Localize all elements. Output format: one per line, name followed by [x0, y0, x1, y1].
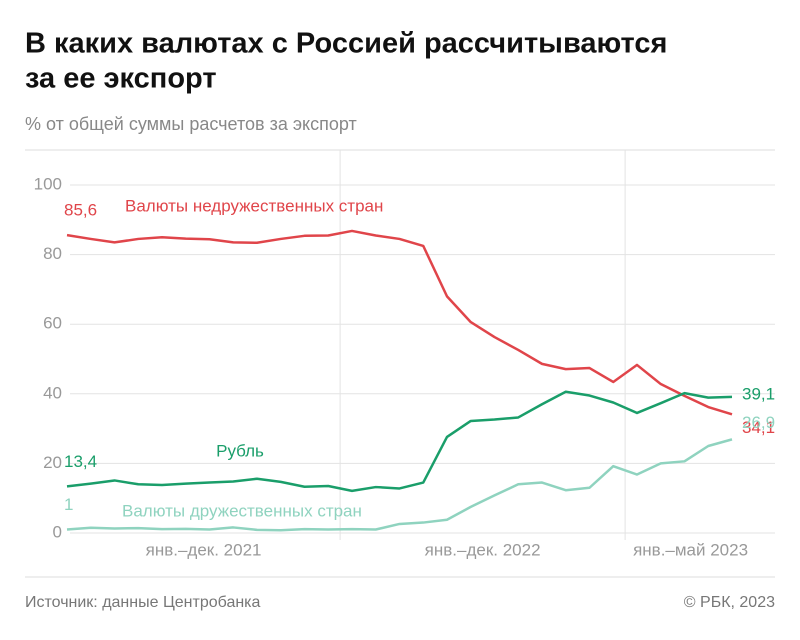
value-label: 39,1 [742, 384, 775, 403]
source: Источник: данные Центробанка [25, 594, 261, 611]
line [66, 438, 733, 532]
line [66, 229, 733, 416]
value-label: 26,9 [742, 413, 775, 432]
value-label: 1 [64, 495, 73, 514]
value-label: 34,1 [742, 418, 775, 437]
y-tick-label: 0 [53, 522, 62, 541]
subtitle: % от общей суммы расчетов за экспорт [25, 114, 357, 134]
series-label: Валюты дружественных стран [122, 501, 362, 520]
credit: © РБК, 2023 [684, 594, 775, 611]
value-label: 13,4 [64, 452, 97, 471]
line [66, 390, 733, 493]
y-tick-label: 40 [43, 383, 62, 402]
x-period-label: янв.–дек. 2022 [425, 540, 541, 559]
series-label: Валюты недружественных стран [125, 196, 383, 215]
y-tick-label: 80 [43, 244, 62, 263]
y-tick-label: 20 [43, 453, 62, 472]
y-tick-label: 60 [43, 314, 62, 333]
chart-title: за ее экспорт [25, 63, 217, 95]
value-label: 85,6 [64, 201, 97, 220]
y-tick-label: 100 [34, 174, 62, 193]
x-period-label: янв.–май 2023 [633, 540, 748, 559]
series-label: Рубль [216, 441, 264, 460]
x-period-label: янв.–дек. 2021 [146, 540, 262, 559]
chart-title: В каких валютах с Россией рассчитываются [25, 28, 667, 60]
